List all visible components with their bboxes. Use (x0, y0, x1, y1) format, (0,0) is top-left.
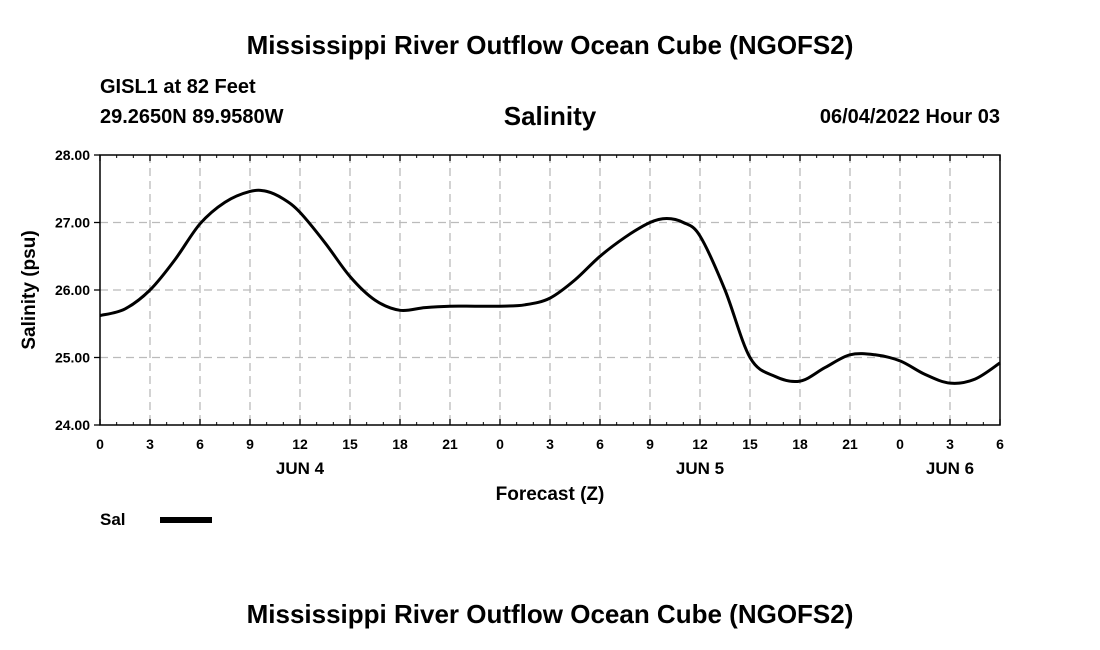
y-tick-label: 24.00 (55, 417, 90, 433)
day-label: JUN 4 (276, 459, 325, 478)
x-tick-label: 12 (292, 436, 308, 452)
x-tick-label: 3 (546, 436, 554, 452)
y-axis-label: Salinity (psu) (19, 230, 40, 349)
y-tick-label: 26.00 (55, 282, 90, 298)
x-tick-label: 9 (246, 436, 254, 452)
x-tick-label: 18 (392, 436, 408, 452)
x-tick-label: 21 (442, 436, 458, 452)
series-line-sal (99, 188, 1001, 385)
y-tick-label: 28.00 (55, 147, 90, 163)
x-tick-label: 0 (96, 436, 104, 452)
x-tick-label: 18 (792, 436, 808, 452)
coordinates-label: 29.2650N 89.9580W (100, 106, 284, 128)
day-labels: JUN 4 JUN 5 JUN 6 (276, 459, 974, 478)
x-axis: 0 3 6 9 12 15 18 21 0 3 6 9 12 15 18 21 0 3 6 (96, 155, 1004, 452)
datetime-label: 06/04/2022 Hour 03 (819, 106, 1000, 128)
main-title: Mississippi River Outflow Ocean Cube (NG… (246, 30, 854, 60)
parameter-title: Salinity (503, 101, 597, 131)
x-tick-label: 6 (596, 436, 604, 452)
x-tick-label: 15 (742, 436, 758, 452)
x-tick-label: 0 (896, 436, 904, 452)
bottom-title: Mississippi River Outflow Ocean Cube (NG… (246, 599, 854, 629)
x-tick-label: 6 (196, 436, 204, 452)
x-tick-label: 21 (842, 436, 858, 452)
x-tick-label: 3 (946, 436, 954, 452)
x-tick-label: 9 (646, 436, 654, 452)
legend-line-swatch (160, 517, 212, 523)
x-tick-label: 12 (692, 436, 708, 452)
y-tick-label: 27.00 (55, 215, 90, 231)
x-tick-label: 0 (496, 436, 504, 452)
day-label: JUN 5 (676, 459, 724, 478)
x-tick-label: 3 (146, 436, 154, 452)
legend-label: Sal (100, 510, 126, 529)
day-label: JUN 6 (926, 459, 974, 478)
y-tick-label: 25.00 (55, 350, 90, 366)
x-tick-label: 6 (996, 436, 1004, 452)
x-tick-label: 15 (342, 436, 358, 452)
station-label: GISL1 at 82 Feet (100, 76, 256, 98)
x-axis-label: Forecast (Z) (496, 484, 605, 505)
y-axis: 24.00 25.00 26.00 27.00 28.00 (55, 147, 100, 433)
